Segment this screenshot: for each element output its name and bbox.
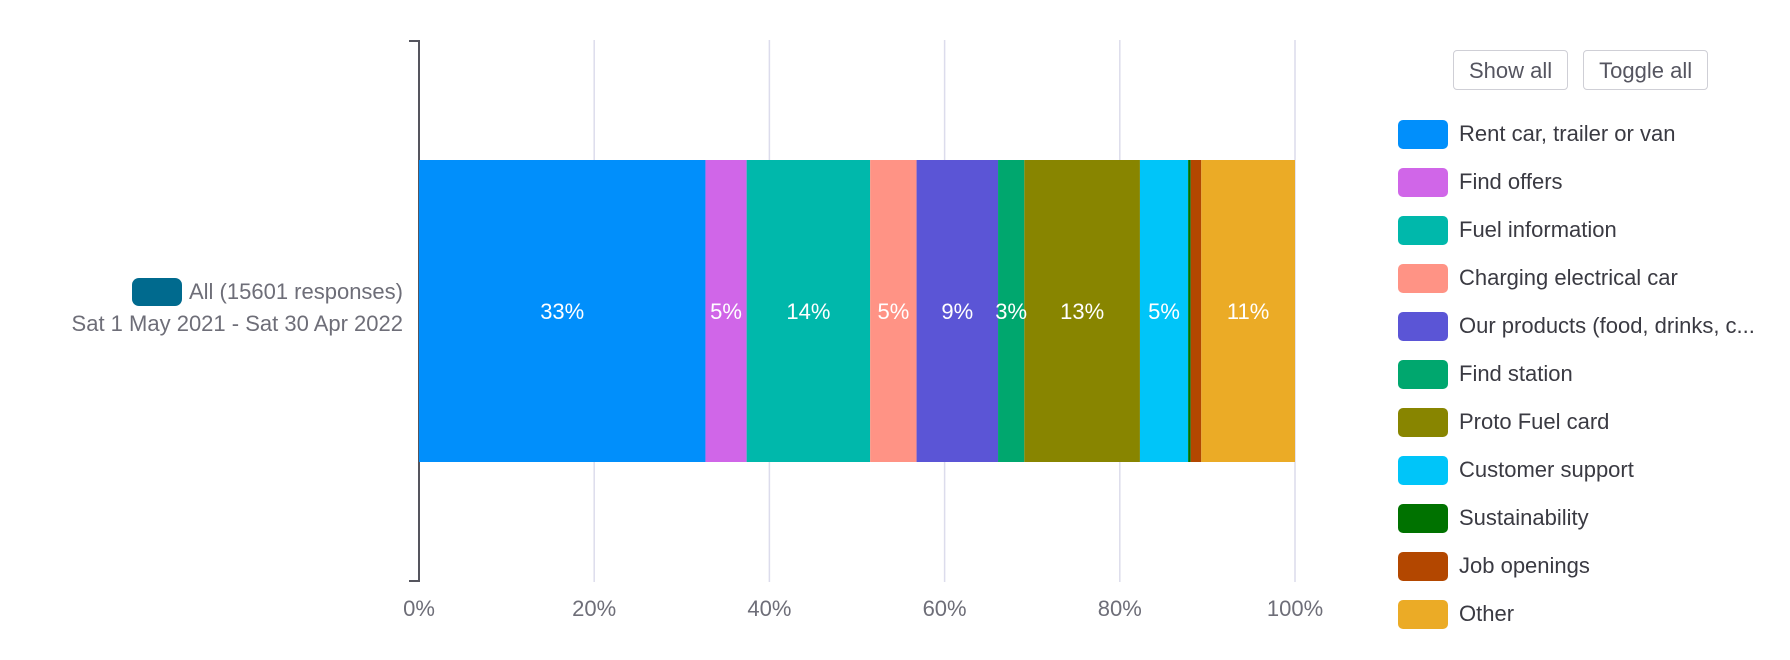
legend-swatch — [1398, 551, 1448, 581]
legend-label: Our products (food, drinks, c... — [1459, 313, 1755, 338]
bar-segment — [1188, 160, 1191, 462]
legend: Show all Toggle all Rent car, trailer or… — [1398, 50, 1790, 650]
x-tick-label: 40% — [747, 596, 791, 621]
legend-label: Find offers — [1459, 169, 1563, 194]
legend-label: Fuel information — [1459, 217, 1617, 242]
bar-segment — [1024, 160, 1140, 462]
legend-swatch — [1398, 359, 1448, 389]
stacked-bar-chart: 0% 20% 40% 60% 80% 100% 33% 5% 14% 5% 9% 3% 13% 5% 11% — [403, 40, 1323, 621]
legend-item[interactable]: Find offers — [1398, 158, 1755, 206]
legend-label: Charging electrical car — [1459, 265, 1678, 290]
legend-swatch — [1398, 599, 1448, 629]
show-all-button[interactable]: Show all — [1453, 50, 1569, 90]
legend-swatch — [1398, 167, 1448, 197]
bar-segment — [1201, 160, 1295, 462]
x-tick-label: 0% — [403, 596, 435, 621]
bar-segment — [998, 160, 1025, 462]
legend-item[interactable]: Fuel information — [1398, 206, 1755, 254]
data-label: 9% — [941, 299, 973, 324]
data-label: 11% — [1227, 299, 1269, 324]
legend-item[interactable]: Find station — [1398, 350, 1755, 398]
row-color-swatch — [131, 278, 182, 306]
legend-swatch — [1398, 263, 1448, 293]
legend-item[interactable]: Rent car, trailer or van — [1398, 110, 1755, 158]
row-label-text: All (15601 responses) — [188, 279, 403, 304]
bar-segment — [870, 160, 917, 462]
legend-swatch — [1398, 503, 1448, 533]
data-label: 5% — [1148, 299, 1180, 324]
x-tick-label: 80% — [1098, 596, 1142, 621]
data-label: 5% — [710, 299, 742, 324]
row-date-range: Sat 1 May 2021 - Sat 30 Apr 2022 — [71, 311, 403, 336]
data-label: 3% — [995, 299, 1027, 324]
legend-controls: Show all Toggle all — [1453, 50, 1709, 90]
bar-segment — [705, 160, 747, 462]
legend-swatch — [1398, 407, 1448, 437]
data-label: 33% — [540, 299, 584, 324]
bar-segment — [916, 160, 999, 462]
legend-label: Find station — [1459, 361, 1573, 386]
legend-label: Job openings — [1459, 553, 1590, 578]
x-tick-label: 20% — [572, 596, 616, 621]
row-label: All (15601 responses) — [131, 278, 403, 306]
legend-item[interactable]: Our products (food, drinks, c... — [1398, 302, 1755, 350]
legend-item[interactable]: Customer support — [1398, 446, 1755, 494]
legend-swatch — [1398, 311, 1448, 341]
legend-label: Sustainability — [1459, 505, 1589, 530]
legend-label: Rent car, trailer or van — [1459, 121, 1676, 146]
bar-segment — [419, 160, 706, 462]
legend-label: Customer support — [1459, 457, 1634, 482]
bar-segment — [1190, 160, 1202, 462]
bar-segment — [746, 160, 871, 462]
legend-swatch — [1398, 215, 1448, 245]
legend-label: Other — [1459, 601, 1515, 626]
legend-item[interactable]: Charging electrical car — [1398, 254, 1755, 302]
legend-list: Rent car, trailer or van Find offers Fuel … — [1398, 110, 1755, 638]
toggle-all-button[interactable]: Toggle all — [1583, 50, 1709, 90]
data-label: 5% — [877, 299, 909, 324]
data-label: 14% — [786, 299, 830, 324]
x-tick-label: 60% — [923, 596, 967, 621]
legend-item[interactable]: Sustainability — [1398, 494, 1755, 542]
legend-item[interactable]: Job openings — [1398, 542, 1755, 590]
chart-area: 0% 20% 40% 60% 80% 100% 33% 5% 14% 5% 9% 3% 13% 5% 11%… — [71, 40, 1323, 621]
data-label: 13% — [1060, 299, 1104, 324]
legend-swatch — [1398, 455, 1448, 485]
legend-swatch — [1398, 119, 1448, 149]
legend-item[interactable]: Proto Fuel card — [1398, 398, 1755, 446]
legend-label: Proto Fuel card — [1459, 409, 1610, 434]
bar-segment — [1139, 160, 1189, 462]
x-tick-label: 100% — [1267, 596, 1323, 621]
legend-item[interactable]: Other — [1398, 590, 1755, 638]
